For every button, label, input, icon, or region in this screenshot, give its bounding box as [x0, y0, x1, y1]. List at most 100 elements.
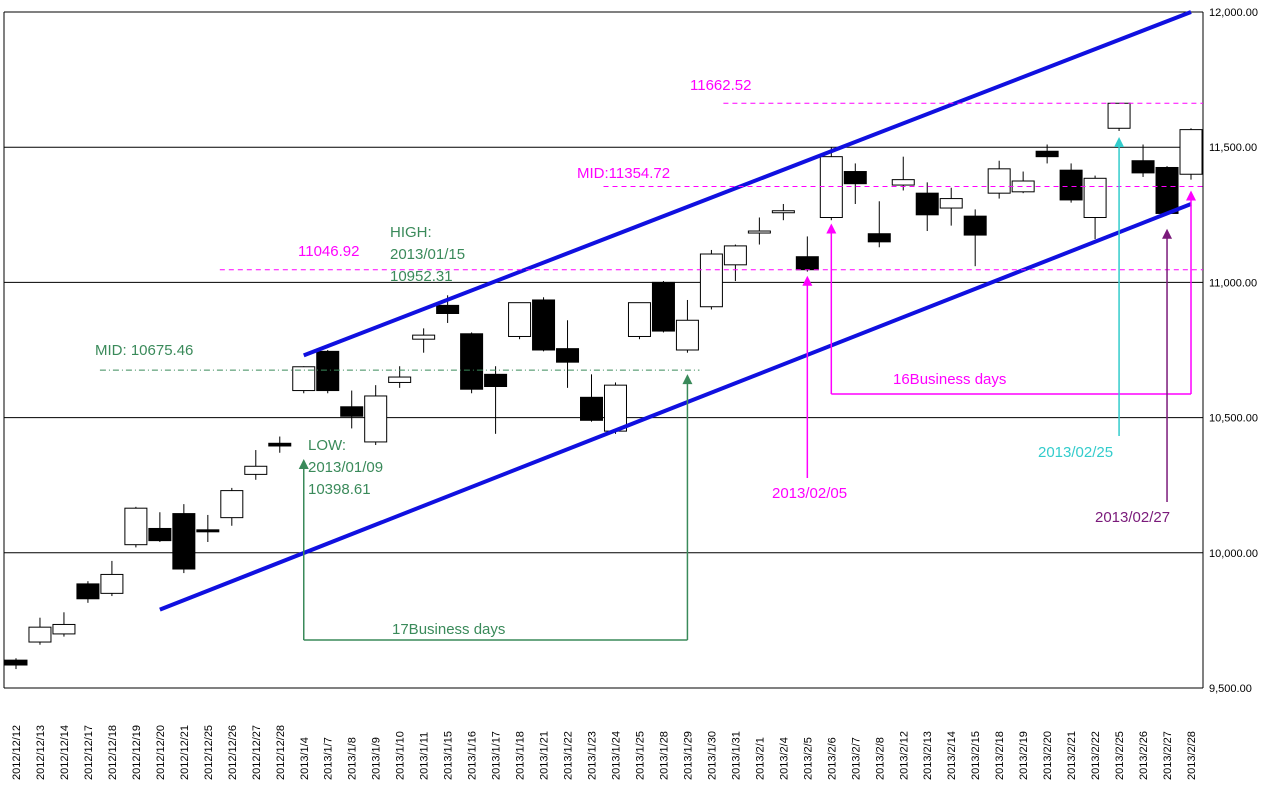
- y-tick-label: 9,500.00: [1209, 683, 1252, 695]
- x-tick-label: 2012/12/17: [83, 725, 95, 780]
- x-tick-label: 2013/2/4: [778, 737, 790, 780]
- x-tick-label: 2013/2/26: [1138, 731, 1150, 780]
- candle-body: [388, 376, 412, 383]
- x-tick-label: 2013/2/27: [1162, 731, 1174, 780]
- x-tick-label: 2013/2/5: [802, 737, 814, 780]
- candle-body: [100, 573, 124, 594]
- date-0225-label: 2013/02/25: [1038, 444, 1113, 461]
- x-tick-label: 2013/1/23: [587, 731, 599, 780]
- candles: [4, 102, 1203, 670]
- x-tick-label: 2013/1/10: [395, 731, 407, 780]
- high-value-label: 11662.52: [690, 77, 751, 94]
- x-tick-label: 2013/2/19: [1018, 731, 1030, 780]
- x-tick-label: 2013/2/21: [1066, 731, 1078, 780]
- x-tick-label: 2013/2/8: [874, 737, 886, 780]
- green-arrow-left-head: [298, 459, 309, 470]
- candle-body: [699, 253, 723, 308]
- x-tick-label: 2012/12/12: [11, 725, 23, 780]
- candle-body: [316, 350, 340, 392]
- candle-body: [76, 583, 100, 600]
- candle-body: [4, 659, 28, 666]
- candle-body: [771, 210, 795, 214]
- mid-upper-label: MID:11354.72: [577, 165, 670, 182]
- high-price-label: 10952.31: [390, 268, 453, 285]
- axes: [3, 12, 1204, 688]
- high-title-label: HIGH:: [390, 224, 432, 241]
- candle-body: [532, 299, 556, 351]
- y-tick-label: 10,500.00: [1209, 413, 1258, 425]
- candle-body: [220, 490, 244, 519]
- grid-lines: [4, 11, 1203, 689]
- channel-upper-line: [303, 10, 1192, 358]
- x-tick-label: 2013/2/12: [898, 731, 910, 780]
- channel-lower-line: [159, 202, 1192, 612]
- candle-body: [244, 465, 268, 475]
- x-tick-label: 2013/1/8: [347, 737, 359, 780]
- x-tick-label: 2012/12/14: [59, 725, 71, 780]
- x-tick-label: 2013/2/7: [850, 737, 862, 780]
- candle-body: [987, 168, 1011, 194]
- candle-body: [580, 396, 604, 421]
- candle-body: [172, 513, 196, 570]
- candle-body: [268, 442, 292, 447]
- y-tick-labels: 9,500.00 10,000.00 10,500.00 11,000.00 11,50…: [1209, 7, 1258, 695]
- x-tick-label: 2012/12/27: [251, 725, 263, 780]
- x-tick-label: 2013/2/14: [946, 731, 958, 780]
- candle-body: [1179, 129, 1203, 175]
- candle-body: [1035, 150, 1059, 158]
- x-tick-label: 2012/12/18: [107, 725, 119, 780]
- y-tick-label: 10,000.00: [1209, 548, 1258, 560]
- x-tick-label: 2013/2/6: [826, 737, 838, 780]
- candle-body: [52, 623, 76, 635]
- business-days-green-label: 17Business days: [392, 621, 505, 638]
- business-days-magenta-label: 16Business days: [893, 371, 1006, 388]
- x-tick-label: 2013/1/25: [634, 731, 646, 780]
- candle-body: [1083, 177, 1107, 219]
- x-tick-label: 2013/1/28: [658, 731, 670, 780]
- low-title-label: LOW:: [308, 437, 346, 454]
- mid-lower-label: MID: 10675.46: [95, 342, 193, 359]
- x-tick-label: 2013/2/1: [754, 737, 766, 780]
- date-0205-label: 2013/02/05: [772, 485, 847, 502]
- x-tick-label: 2013/1/16: [467, 731, 479, 780]
- x-tick-label: 2013/2/13: [922, 731, 934, 780]
- candle-body: [196, 529, 220, 533]
- candle-body: [843, 171, 867, 185]
- x-tick-label: 2013/2/15: [970, 731, 982, 780]
- candle-body: [939, 198, 963, 209]
- arrow-0225-head: [1114, 136, 1125, 147]
- candle-body: [124, 507, 148, 546]
- candle-body: [723, 245, 747, 266]
- candle-body: [412, 334, 436, 340]
- x-tick-label: 2013/1/7: [323, 737, 335, 780]
- candle-body: [28, 626, 52, 643]
- x-tick-label: 2012/12/19: [131, 725, 143, 780]
- x-tick-label: 2012/12/21: [179, 725, 191, 780]
- x-tick-label: 2013/1/4: [299, 737, 311, 780]
- candle-body: [556, 348, 580, 363]
- x-tick-label: 2013/2/20: [1042, 731, 1054, 780]
- x-tick-label: 2013/1/17: [491, 731, 503, 780]
- candle-body: [963, 215, 987, 236]
- x-tick-label: 2013/1/18: [515, 731, 527, 780]
- magenta-arrow-left-head: [826, 223, 837, 234]
- x-tick-label: 2013/1/22: [563, 731, 575, 780]
- candle-body: [340, 406, 364, 417]
- x-tick-label: 2013/2/18: [994, 731, 1006, 780]
- x-tick-label: 2013/2/22: [1090, 731, 1102, 780]
- x-tick-label: 2012/12/26: [227, 725, 239, 780]
- x-tick-label: 2013/1/29: [682, 731, 694, 780]
- low-date-label: 2013/01/09: [308, 459, 383, 476]
- candle-body: [747, 230, 771, 234]
- y-tick-label: 11,500.00: [1209, 142, 1257, 154]
- candle-body: [148, 527, 172, 542]
- candle-body: [1155, 166, 1179, 214]
- magenta-arrow-right-head: [1186, 190, 1197, 201]
- x-tick-label: 2012/12/13: [35, 725, 47, 780]
- candle-body: [867, 233, 891, 243]
- candle-body: [508, 302, 532, 337]
- candle-body: [891, 179, 915, 186]
- x-tick-label: 2013/1/15: [443, 731, 455, 780]
- candle-body: [795, 256, 819, 271]
